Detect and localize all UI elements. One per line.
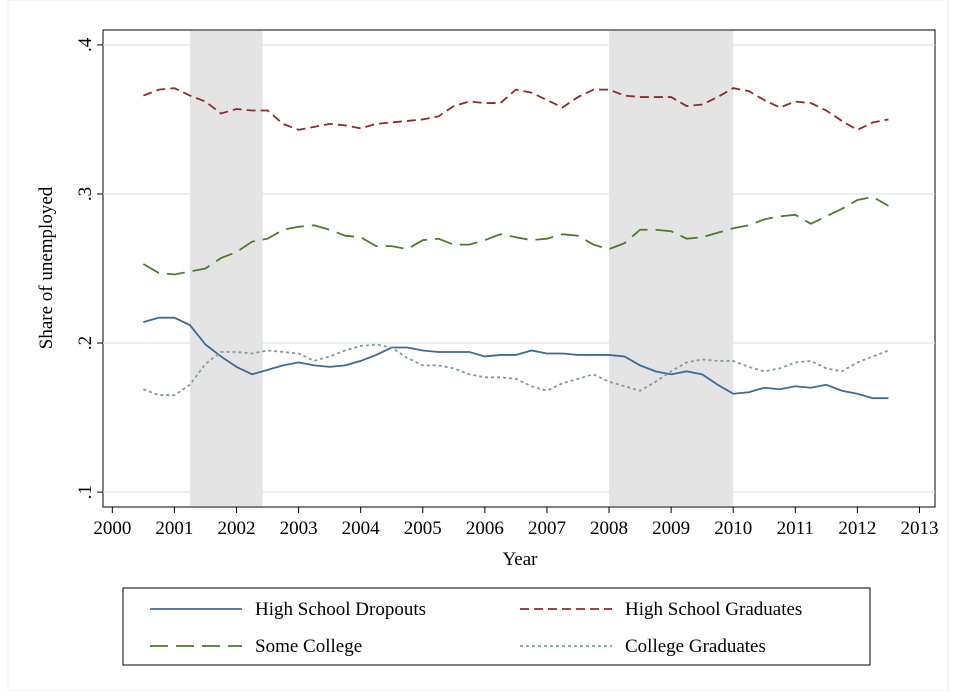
x-tick-label: 2003 <box>280 518 318 539</box>
x-tick-label: 2004 <box>342 518 381 539</box>
x-tick-label: 2010 <box>714 518 752 539</box>
legend-box <box>122 587 871 666</box>
y-tick-label: .3 <box>75 187 96 201</box>
plot-layer <box>103 31 935 506</box>
x-tick-label: 2008 <box>590 518 628 539</box>
x-tick-label: 2009 <box>652 518 690 539</box>
x-tick-label: 2000 <box>93 518 131 539</box>
y-tick-label: .4 <box>75 37 96 52</box>
legend-label: Some College <box>255 636 362 657</box>
y-axis-label: Share of unemployed <box>36 186 57 349</box>
series-line <box>143 343 889 397</box>
x-tick-label: 2002 <box>217 518 255 539</box>
series-line <box>142 196 889 276</box>
y-tick-label: .2 <box>75 336 96 350</box>
legend-label: High School Graduates <box>625 599 802 620</box>
series-line <box>143 87 889 131</box>
y-tick-label: .1 <box>75 485 96 499</box>
x-tick-label: 2007 <box>528 518 566 539</box>
legend-label: High School Dropouts <box>255 599 426 620</box>
series-line <box>143 316 889 400</box>
x-tick-label: 2006 <box>466 518 504 539</box>
x-tick-label: 2005 <box>404 518 442 539</box>
x-tick-label: 2013 <box>900 518 938 539</box>
x-axis-label: Year <box>502 549 538 570</box>
legend-label: College Graduates <box>625 636 766 657</box>
x-tick-label: 2001 <box>155 518 193 539</box>
recession-shade <box>609 31 734 506</box>
x-tick-label: 2011 <box>777 518 814 539</box>
x-tick-label: 2012 <box>838 518 876 539</box>
